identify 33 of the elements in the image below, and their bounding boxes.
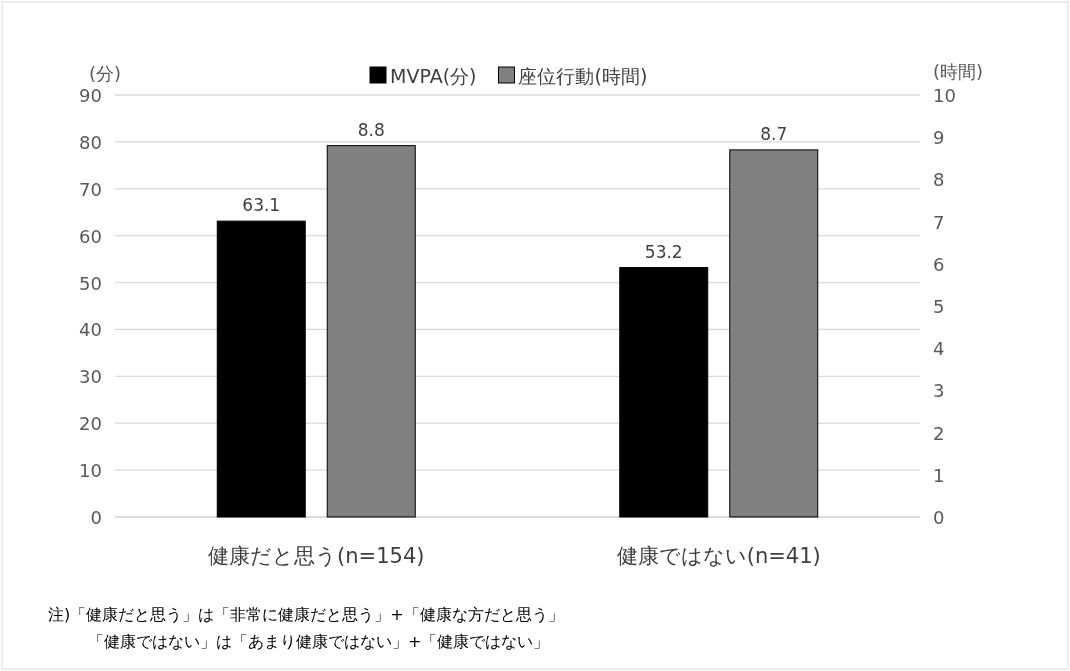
x-tick-label: 健康ではない(n=41): [616, 544, 821, 568]
y-tick-label: 70: [79, 178, 102, 200]
y-tick-label: 40: [79, 319, 102, 341]
y2-tick-label: 1: [933, 464, 945, 486]
y-tick-label: 80: [79, 131, 102, 153]
x-tick-label: 健康だと思う(n=154): [208, 544, 425, 568]
data-label: 63.1: [242, 195, 281, 216]
y2-tick-label: 8: [933, 169, 945, 191]
y-tick-label: 60: [79, 225, 102, 247]
y-axis-title: (分): [88, 63, 122, 84]
text: 注)「健康だと思う」は「非常に健康だと思う」+「健康な方だと思う」: [48, 605, 564, 624]
y-tick-label: 30: [79, 366, 102, 388]
y2-tick-label: 2: [933, 422, 945, 444]
legend-label: 座位行動(時間): [518, 65, 648, 87]
y2-tick-label: 0: [933, 507, 945, 528]
y-tick-label: 20: [79, 413, 102, 435]
y2-tick-label: 7: [933, 211, 945, 233]
y-tick-label: 10: [79, 460, 102, 482]
y2-tick-label: 9: [933, 127, 945, 149]
data-label: 8.7: [760, 123, 788, 144]
text: 「健康ではない」は「あまり健康ではない」+「健康ではない」: [88, 632, 550, 651]
y2-tick-label: 5: [933, 296, 945, 317]
y-tick-label: 0: [90, 507, 102, 528]
y-tick-label: 90: [79, 85, 102, 106]
legend-label: MVPA(分): [390, 65, 477, 87]
y-tick-label: 50: [79, 272, 102, 294]
y2-tick-label: 4: [933, 338, 945, 360]
y2-axis-title: (時間): [932, 61, 984, 82]
y2-tick-label: 6: [933, 253, 945, 275]
y2-tick-label: 3: [933, 380, 945, 402]
y2-tick-label: 10: [933, 85, 956, 106]
data-label: 53.2: [644, 241, 683, 262]
data-label: 8.8: [357, 119, 385, 140]
